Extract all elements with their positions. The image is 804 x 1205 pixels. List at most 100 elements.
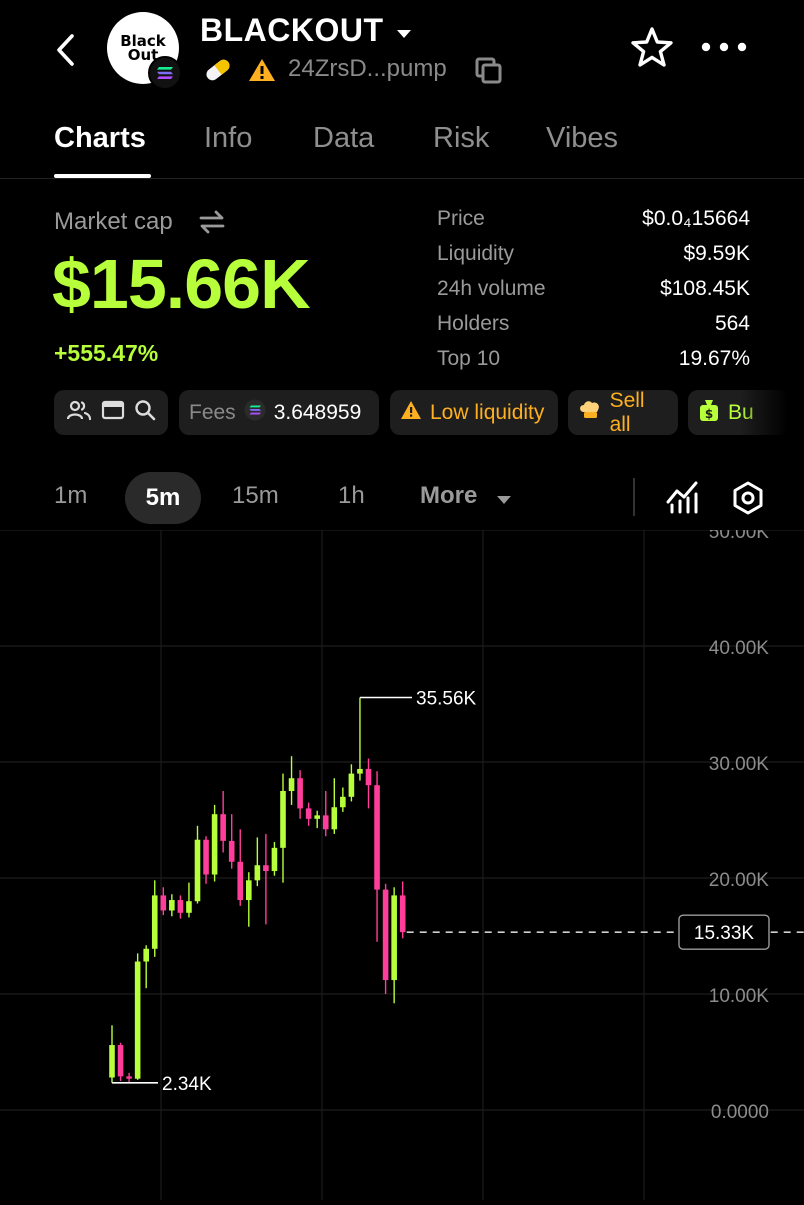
tab-vibes[interactable]: Vibes [546, 122, 619, 154]
fees-value: 3.648959 [273, 400, 362, 424]
candle-up [211, 814, 218, 875]
chart-indicators-icon[interactable] [664, 480, 700, 521]
candle-up [348, 773, 355, 797]
chart-settings-icon[interactable] [730, 480, 766, 521]
tools-chip [54, 390, 168, 435]
candle-down [228, 840, 235, 862]
stat-volume-value: $108.45K [660, 277, 750, 300]
y-axis-tick-label: 20.00K [709, 870, 770, 891]
solana-coin-icon [244, 399, 266, 427]
sell-all-chip[interactable]: Sell all [568, 388, 678, 436]
market-cap-change: +555.47% [54, 340, 159, 366]
avatar-text-bottom: Out [127, 46, 159, 64]
y-axis-tick-label: 40.00K [709, 638, 770, 659]
candle-up [280, 791, 286, 848]
candle-down [117, 1045, 124, 1077]
y-axis-tick-label: 30.00K [709, 754, 770, 775]
candle-down [399, 895, 406, 933]
market-cap-label: Market cap [54, 208, 173, 235]
svg-text:$: $ [705, 407, 713, 421]
token-dropdown-chevron-icon[interactable] [396, 26, 412, 44]
chef-hat-icon [578, 399, 602, 427]
current-price-label: 15.33K [694, 923, 755, 944]
y-axis-tick-label: 50.00K [709, 530, 770, 543]
warning-icon[interactable] [248, 57, 276, 88]
timeframe-15m[interactable]: 15m [232, 482, 279, 509]
stat-top10-label: Top 10 [437, 347, 501, 370]
candle-up [109, 1045, 115, 1078]
candle-down [126, 1076, 132, 1079]
candle-down [365, 768, 372, 786]
candle-down [220, 814, 226, 841]
candle-up [314, 815, 320, 819]
candle-down [297, 778, 303, 809]
candle-up [186, 901, 192, 913]
chips-fade-overlay [740, 388, 804, 438]
low-liquidity-chip[interactable]: Low liquidity [390, 390, 558, 435]
pill-icon [203, 57, 233, 88]
token-avatar[interactable]: Black Out [107, 12, 179, 84]
solana-chain-icon [148, 56, 182, 90]
chart-canvas[interactable]: 50.00K 40.00K 30.00K 20.00K 10.00K 0.0000 35.5… [0, 522, 804, 1200]
token-address[interactable]: 24ZrsD...pump [288, 55, 447, 82]
candle-down [374, 785, 380, 890]
low-price-label: 2.34K [162, 1074, 212, 1095]
copy-icon[interactable] [474, 56, 502, 89]
candle-up [271, 847, 278, 872]
sell-all-label: Sell all [609, 388, 645, 436]
stat-price-value: $0.0₄15664 [642, 207, 750, 230]
high-price-label: 35.56K [416, 689, 477, 710]
candle-up [194, 839, 201, 902]
tabs-divider [0, 178, 804, 179]
fees-label: Fees [189, 400, 236, 424]
candle-up [340, 796, 346, 808]
candle-up [357, 768, 363, 774]
tab-risk[interactable]: Risk [433, 122, 490, 154]
candle-up [254, 865, 261, 881]
candle-up [143, 948, 149, 962]
stat-price-label: Price [437, 207, 485, 230]
timeframe-1h[interactable]: 1h [338, 482, 365, 509]
tab-info[interactable]: Info [204, 122, 253, 154]
timeframe-5m[interactable]: 5m [125, 472, 201, 524]
candle-down [263, 865, 269, 872]
more-chevron-icon[interactable] [496, 492, 512, 510]
candle-down [305, 808, 312, 819]
candle-up [391, 895, 397, 981]
tab-charts[interactable]: Charts [54, 122, 146, 154]
tab-data[interactable]: Data [313, 122, 375, 154]
timeframe-more[interactable]: More [420, 482, 478, 509]
candle-down [322, 815, 329, 830]
timeframe-divider [633, 478, 635, 516]
star-favorite-icon[interactable] [630, 26, 674, 75]
stat-liquidity-value: $9.59K [683, 242, 750, 265]
low-liquidity-label: Low liquidity [430, 400, 545, 424]
candle-up [331, 807, 338, 830]
back-arrow-icon[interactable] [48, 30, 84, 70]
stat-liquidity-label: Liquidity [437, 242, 515, 265]
swap-arrows-icon[interactable] [198, 210, 226, 239]
candle-down [237, 861, 244, 901]
more-options-icon[interactable] [700, 40, 748, 58]
stat-holders-value: 564 [714, 312, 750, 335]
avatar-text-top: Black [120, 32, 166, 50]
y-axis-tick-label: 10.00K [709, 986, 770, 1007]
candle-up [134, 961, 141, 1079]
candle-up [288, 778, 295, 791]
token-name[interactable]: BLACKOUT [200, 12, 384, 48]
fees-chip[interactable]: Fees 3.648959 [179, 390, 379, 435]
browser-window-icon[interactable] [101, 400, 125, 426]
timeframe-1m[interactable]: 1m [54, 482, 88, 509]
people-icon[interactable] [66, 399, 92, 427]
search-icon[interactable] [134, 399, 156, 427]
active-tab-indicator [54, 174, 151, 178]
candle-up [246, 880, 252, 901]
candle-up [169, 900, 175, 911]
price-chart[interactable]: 50.00K 40.00K 30.00K 20.00K 10.00K 0.0000 35.5… [0, 522, 804, 1200]
candle-down [160, 895, 167, 911]
market-cap-value: $15.66K [52, 245, 311, 323]
stat-volume-label: 24h volume [437, 277, 546, 300]
stat-holders-label: Holders [437, 312, 510, 335]
current-price-tag [678, 914, 770, 950]
y-axis-tick-label: 0.0000 [711, 1102, 769, 1123]
